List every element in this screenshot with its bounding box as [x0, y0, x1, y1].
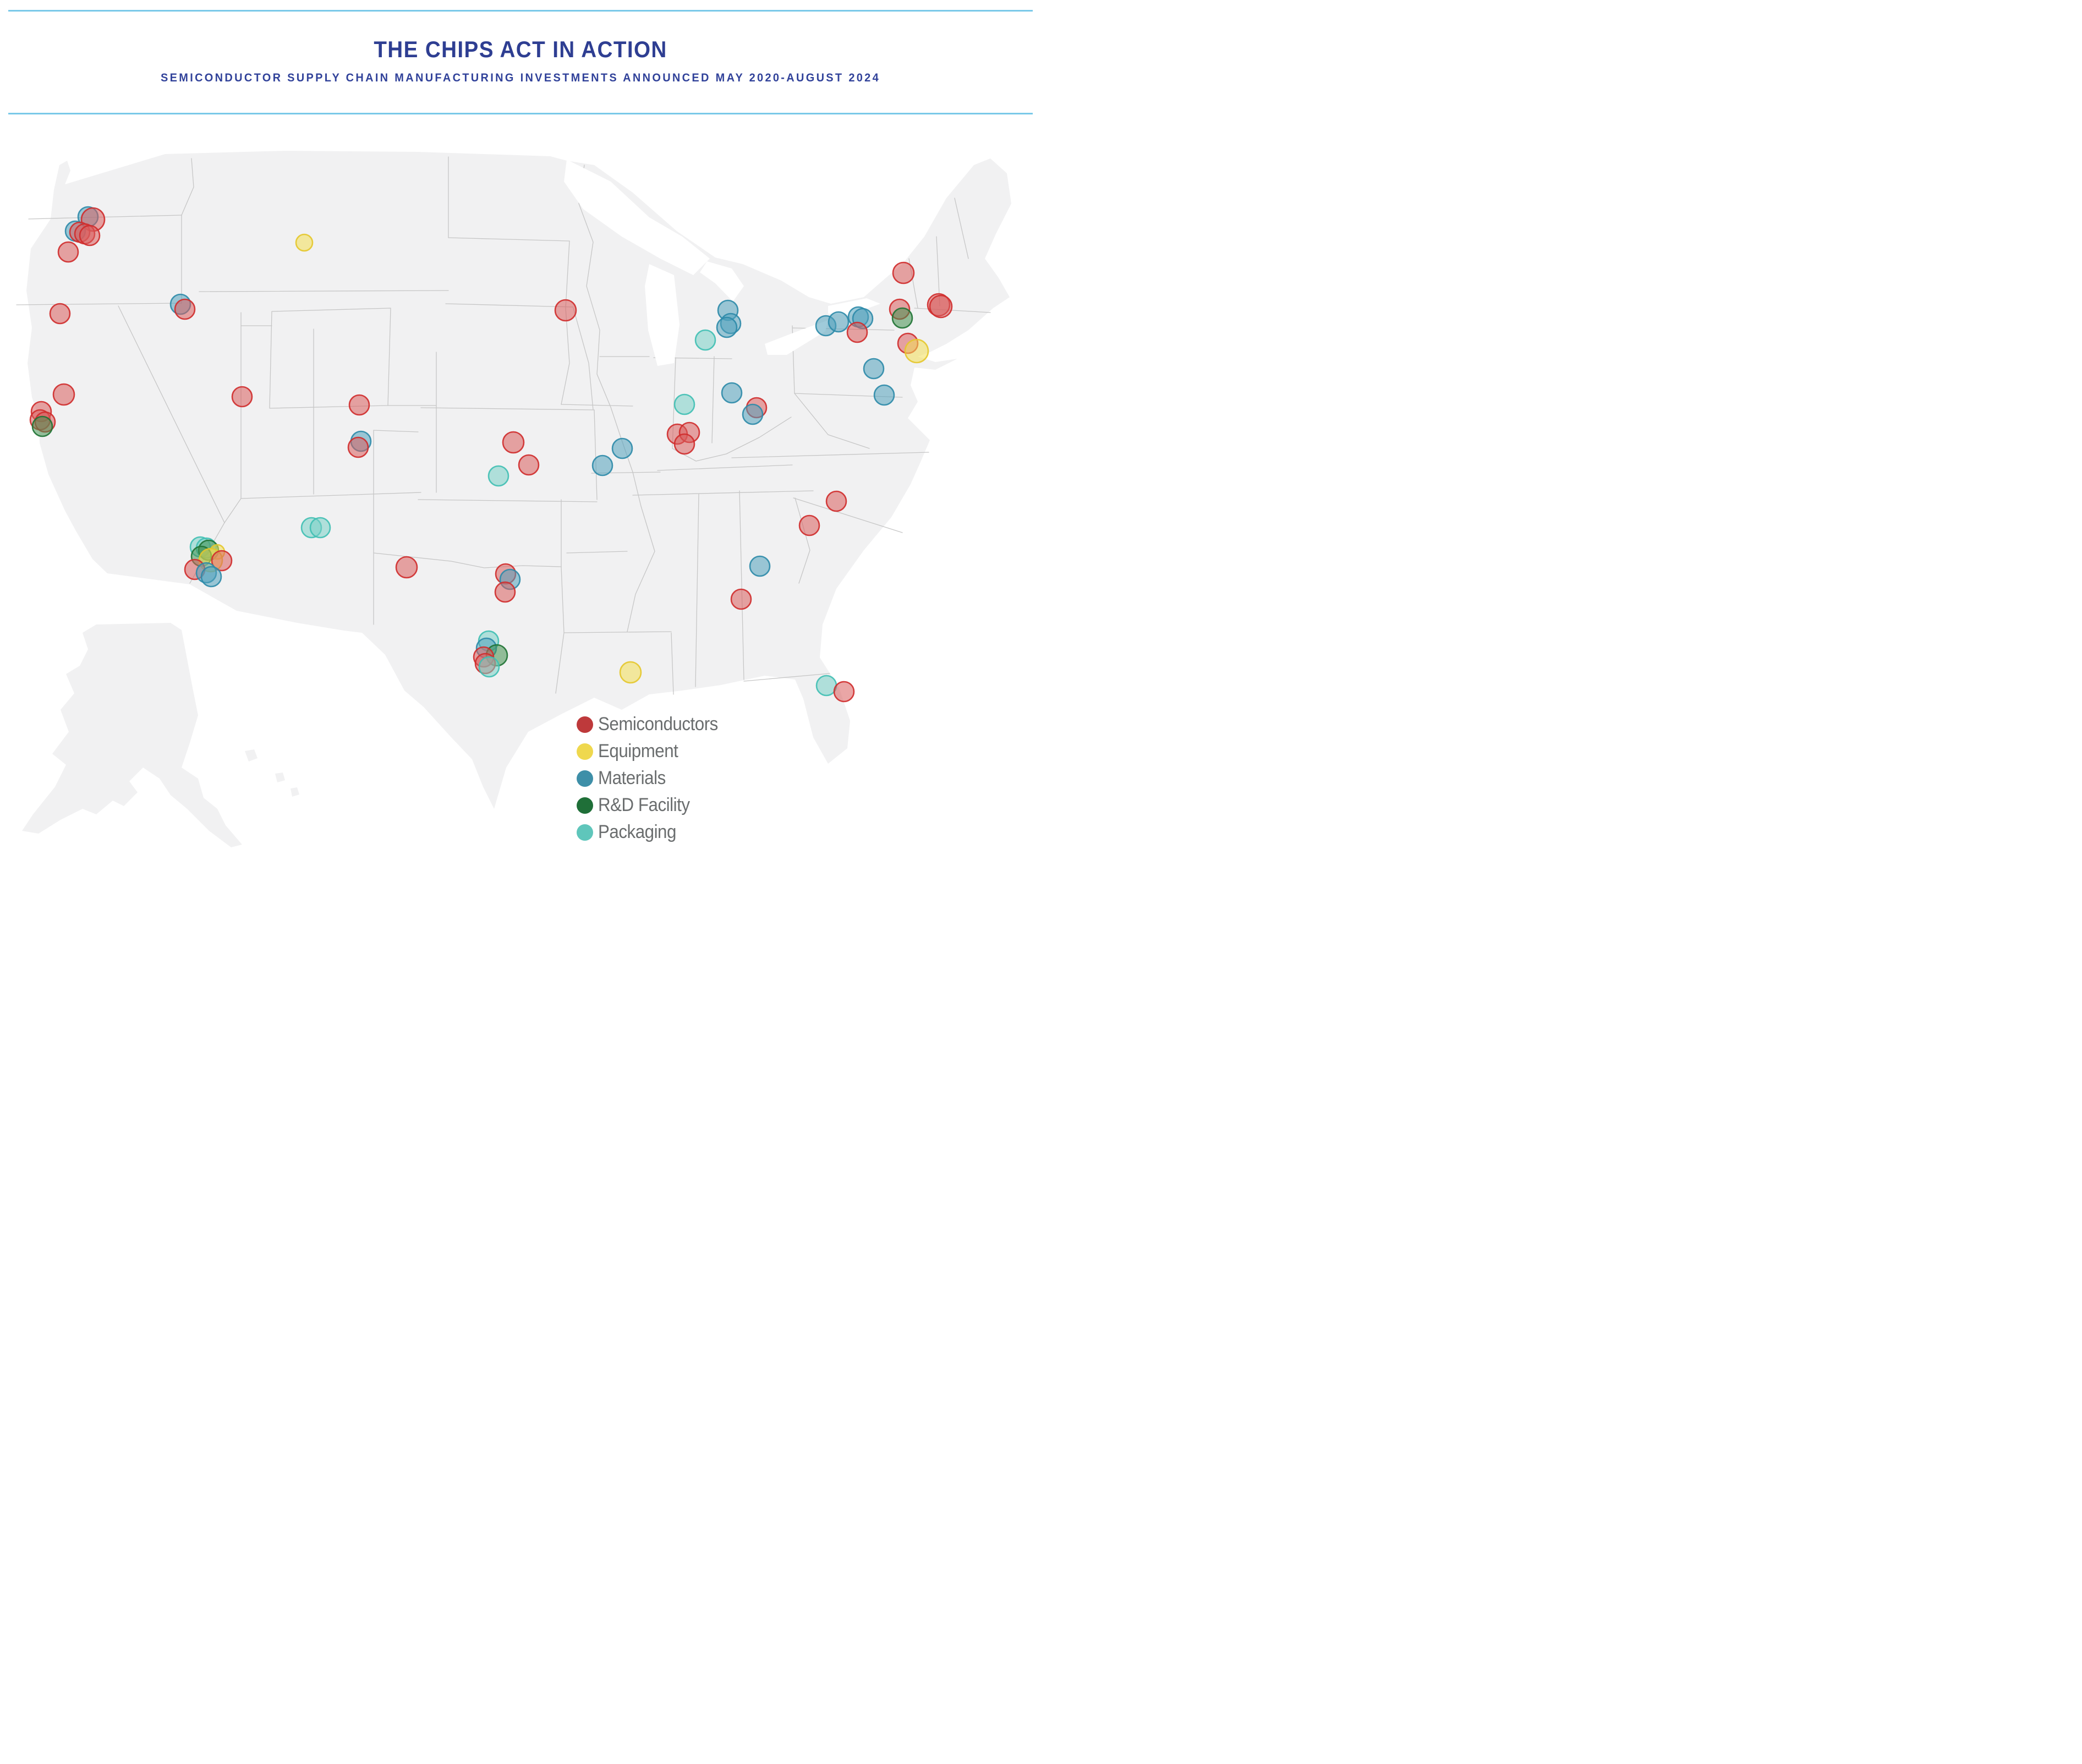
hawaii-islands: [245, 749, 299, 797]
map-dot-semiconductors: [929, 294, 953, 319]
packaging-dot-icon: [577, 824, 593, 841]
map-dot-materials: [716, 316, 738, 338]
map-dot-semiconductors: [395, 556, 418, 579]
lake-huron: [700, 261, 744, 302]
map-dot-semiconductors: [57, 241, 79, 263]
map-dot-semiconductors: [52, 383, 75, 406]
legend-label: R&D Facility: [598, 795, 690, 815]
header-bottom-rule: [8, 113, 1033, 114]
great-lakes: [564, 160, 880, 366]
map-dot-packaging: [478, 656, 500, 678]
legend-label: Packaging: [598, 821, 676, 842]
map-dot-semiconductors: [673, 433, 695, 455]
map-dot-semiconductors: [348, 394, 370, 416]
map-dot-equipment: [904, 338, 929, 364]
top-accent-rule: [8, 10, 1033, 12]
lake-superior: [564, 160, 710, 275]
page-subtitle: SEMICONDUCTOR SUPPLY CHAIN MANUFACTURING…: [160, 72, 881, 84]
rnd-facility-dot-icon: [577, 797, 593, 814]
map-dot-packaging: [815, 675, 837, 697]
map-dot-semiconductors: [798, 514, 820, 536]
legend-item-equipment: Equipment: [577, 738, 728, 765]
legend-item-packaging: Packaging: [577, 819, 728, 846]
page-title: THE CHIPS ACT IN ACTION: [374, 36, 667, 62]
map-dot-semiconductors: [554, 299, 577, 322]
legend-item-materials: Materials: [577, 765, 728, 792]
legend-item-rnd-facility: R&D Facility: [577, 792, 728, 819]
equipment-dot-icon: [577, 743, 593, 760]
legend-label: Equipment: [598, 741, 678, 762]
map-dot-materials: [863, 358, 885, 380]
legend-label: Materials: [598, 768, 666, 788]
map-dots: [29, 206, 953, 703]
map-dot-rnd_facility: [891, 307, 913, 329]
lake-ontario: [828, 298, 880, 315]
map-dot-materials: [873, 384, 895, 406]
materials-dot-icon: [577, 770, 593, 787]
map-dot-semiconductors: [825, 490, 847, 512]
map-dot-semiconductors: [49, 303, 71, 325]
lake-erie: [765, 320, 828, 355]
map-dot-materials: [611, 437, 633, 459]
map-dot-packaging: [673, 393, 695, 415]
legend: Semiconductors Equipment Materials R&D F…: [577, 711, 728, 846]
map-dot-semiconductors: [347, 436, 369, 458]
map-dot-semiconductors: [231, 386, 253, 408]
legend-label: Semiconductors: [598, 714, 718, 735]
map-dot-semiconductors: [502, 431, 525, 454]
map-dot-materials: [742, 403, 764, 425]
map-dot-materials: [749, 555, 771, 577]
map-dot-semiconductors: [833, 681, 855, 703]
map-dot-equipment: [295, 233, 314, 252]
map-dot-semiconductors: [174, 298, 196, 320]
semiconductors-dot-icon: [577, 716, 593, 733]
map-dot-rnd_facility: [31, 415, 53, 437]
map-dot-semiconductors: [211, 550, 233, 572]
map-dot-materials: [721, 382, 743, 404]
map-dot-materials: [591, 454, 613, 476]
alaska-landmass: [22, 623, 242, 847]
map-dot-materials: [828, 311, 850, 333]
map-dot-semiconductors: [892, 261, 915, 284]
map-dot-semiconductors: [79, 224, 101, 246]
map-dot-semiconductors: [494, 581, 516, 603]
lower48-landmass: [26, 151, 1011, 809]
map-dot-packaging: [487, 465, 509, 487]
chips-act-infographic: THE CHIPS ACT IN ACTION SEMICONDUCTOR SU…: [0, 0, 1041, 882]
legend-item-semiconductors: Semiconductors: [577, 711, 728, 738]
us-map: [16, 151, 1011, 847]
map-dot-packaging: [309, 517, 331, 539]
map-dot-equipment: [619, 661, 642, 684]
lake-michigan: [645, 264, 680, 366]
map-dot-semiconductors: [730, 588, 752, 610]
map-dot-packaging: [694, 329, 716, 351]
map-dot-materials: [200, 566, 222, 588]
map-dot-semiconductors: [846, 321, 868, 343]
map-dot-semiconductors: [518, 454, 540, 476]
